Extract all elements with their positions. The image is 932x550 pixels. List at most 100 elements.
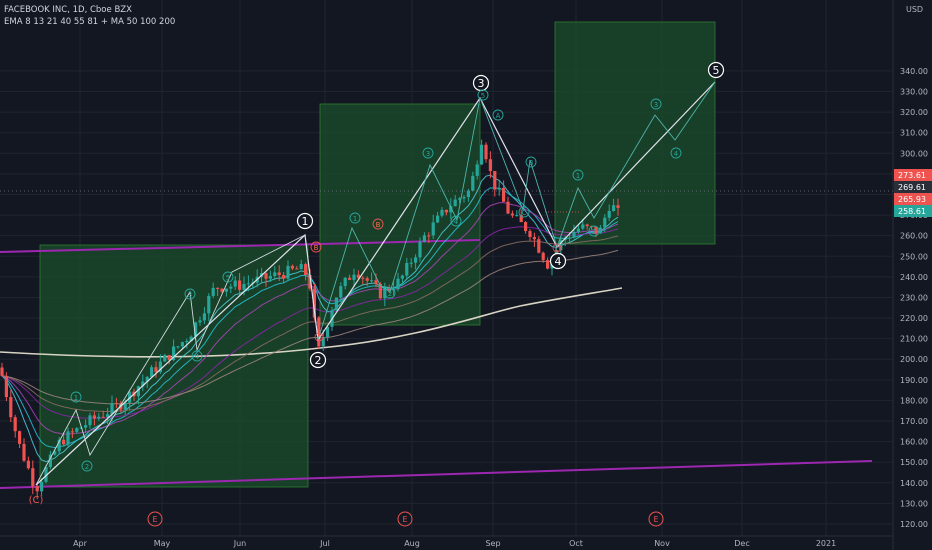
candle-body [576,228,580,233]
candle-body [466,190,470,198]
candle-body [361,277,365,279]
price-tick-label: 210.00 [900,335,928,344]
candle-body [422,235,426,242]
candle-body [282,275,286,279]
candle-body [273,272,277,277]
major-wave-label: 1 [302,215,309,228]
candle-body [532,237,536,240]
symbol-title[interactable]: FACEBOOK INC, 1D, Cboe BZX [4,5,132,15]
forecast-boxes [39,21,716,488]
minor-wave-label-circle [372,218,384,230]
minor-wave-label-circle [552,243,562,253]
candle-body [471,175,475,191]
major-wave-label: 5 [713,64,720,77]
price-tick-label: 220.00 [900,314,928,323]
minor-wave-label: 1 [74,394,78,402]
minor-wave-label: 4 [195,353,200,361]
candle-body [40,481,44,492]
candle-body [607,210,611,218]
candle-body [409,262,413,264]
candle-body [35,486,39,492]
candle-body [75,428,79,432]
earnings-marker-circle [648,511,664,527]
candle-body [211,287,215,296]
minor-wave-path-4 [556,81,716,248]
price-tick-label: 230.00 [900,293,928,302]
price-label-box [894,181,932,193]
price-tick-label: 180.00 [900,396,928,405]
price-label: 258.61 [898,207,926,216]
candle-body [44,467,48,482]
minor-wave-label: A [496,112,501,120]
candle-body [585,224,589,227]
minor-wave-label: 2 [85,463,89,471]
candle-body [572,232,576,238]
minor-wave-label: 4 [674,150,679,158]
candle-body [568,237,572,239]
candle-body [317,317,321,347]
major-wave-label-circle [549,252,567,270]
candle-body [603,217,607,228]
minor-wave-label-circle [650,98,662,110]
candle-body [356,274,360,278]
candle-body [114,403,118,405]
time-tick-label: Dec [734,539,749,548]
ema-line [1,249,619,405]
major-wave-label: 4 [555,255,562,268]
candle-body [462,197,466,199]
candle-body [180,342,184,347]
minor-wave-label: C [555,246,559,253]
candle-body [493,171,497,190]
indicator-legend[interactable]: EMA 8 13 21 40 55 81 + MA 50 100 200 [4,17,176,27]
minor-wave-label: 5 [481,92,485,100]
candle-body [88,415,92,426]
ma200-line [0,287,623,358]
price-label-box [894,193,932,205]
candle-body [299,264,303,270]
candle-body [598,227,602,234]
candle-body [378,283,382,299]
candle-body [484,144,488,160]
candle-body [9,397,13,418]
price-tick-label: 160.00 [900,438,928,447]
earnings-marker-circle [397,511,413,527]
forecast-box [319,103,481,326]
candle-body [53,451,57,455]
minor-wave-label: B [376,221,381,229]
candle-body [343,277,347,287]
candle-body [458,198,462,200]
minor-wave-label-circle [588,225,600,237]
candle-body [84,425,88,428]
candle-body [92,415,96,419]
minor-wave-label-circle [349,212,361,224]
time-tick-label: Jun [233,539,247,548]
candle-body [405,262,409,276]
time-tick-label: Nov [654,539,670,548]
candle-body [286,265,290,279]
candle-body [387,287,391,291]
candle-body [141,381,145,387]
candle-body [515,215,519,217]
candle-body [176,346,180,348]
candle-body [497,187,501,190]
candle-body [502,187,506,202]
candle-body [185,340,189,343]
candle-body [62,439,66,445]
candle-body [524,222,528,232]
candle-body [365,278,369,281]
minor-wave-label: 5 [226,274,230,282]
earnings-marker: E [653,515,658,524]
candle-body [194,322,198,337]
candle-body [488,159,492,172]
price-label: 265.93 [898,195,926,204]
minor-wave-label: 2 [388,290,392,298]
candle-body [101,416,105,418]
candle-body [321,337,325,347]
candle-body [334,297,338,311]
candle-body [136,386,140,397]
price-tick-label: 140.00 [900,479,928,488]
lower-channel-line [0,460,873,489]
candle-body [339,286,343,298]
candle-body [264,273,268,279]
